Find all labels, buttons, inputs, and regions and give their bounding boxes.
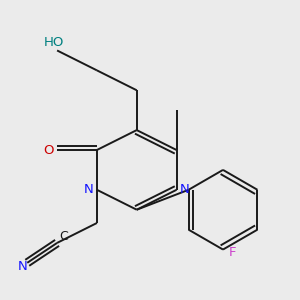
Text: O: O [44, 143, 54, 157]
Text: HO: HO [44, 36, 64, 49]
Text: N: N [84, 183, 94, 196]
Text: F: F [229, 246, 237, 260]
Text: N: N [180, 183, 190, 196]
Text: N: N [17, 260, 27, 273]
Text: C: C [59, 230, 68, 243]
